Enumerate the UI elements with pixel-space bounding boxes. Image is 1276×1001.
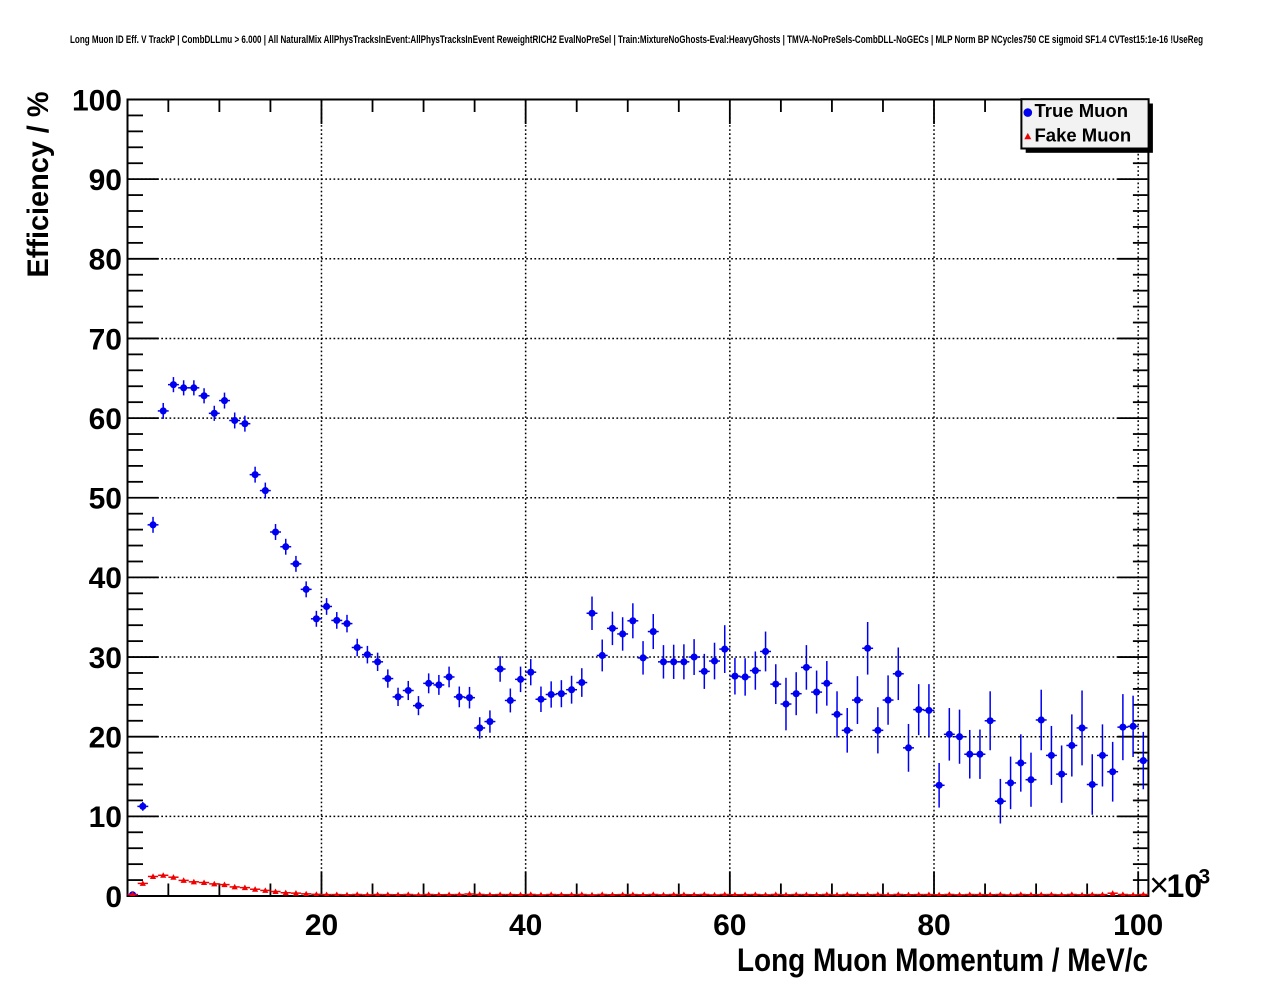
svg-text:0: 0	[105, 881, 122, 914]
svg-text:80: 80	[89, 244, 122, 277]
svg-text:60: 60	[713, 909, 746, 942]
svg-text:40: 40	[89, 562, 122, 595]
svg-text:70: 70	[89, 323, 122, 356]
svg-text:100: 100	[72, 84, 122, 117]
svg-text:60: 60	[89, 403, 122, 436]
svg-text:30: 30	[89, 642, 122, 675]
svg-text:40: 40	[509, 909, 542, 942]
svg-text:10: 10	[1167, 868, 1203, 904]
svg-text:50: 50	[89, 483, 122, 516]
svg-text:90: 90	[89, 164, 122, 197]
svg-text:80: 80	[917, 909, 950, 942]
svg-text:Fake Muon: Fake Muon	[1035, 125, 1132, 146]
svg-text:True Muon: True Muon	[1035, 100, 1129, 121]
svg-text:Long Muon ID Eff. V TrackP | C: Long Muon ID Eff. V TrackP | CombDLLmu >…	[70, 34, 1203, 46]
svg-text:20: 20	[305, 909, 338, 942]
svg-text:Long Muon Momentum / MeV/c: Long Muon Momentum / MeV/c	[737, 942, 1148, 978]
svg-text:×: ×	[1149, 867, 1169, 905]
svg-text:10: 10	[89, 801, 122, 834]
svg-text:Efficiency / %: Efficiency / %	[22, 92, 55, 278]
svg-text:100: 100	[1113, 909, 1163, 942]
svg-text:20: 20	[89, 722, 122, 755]
svg-text:3: 3	[1199, 866, 1211, 889]
